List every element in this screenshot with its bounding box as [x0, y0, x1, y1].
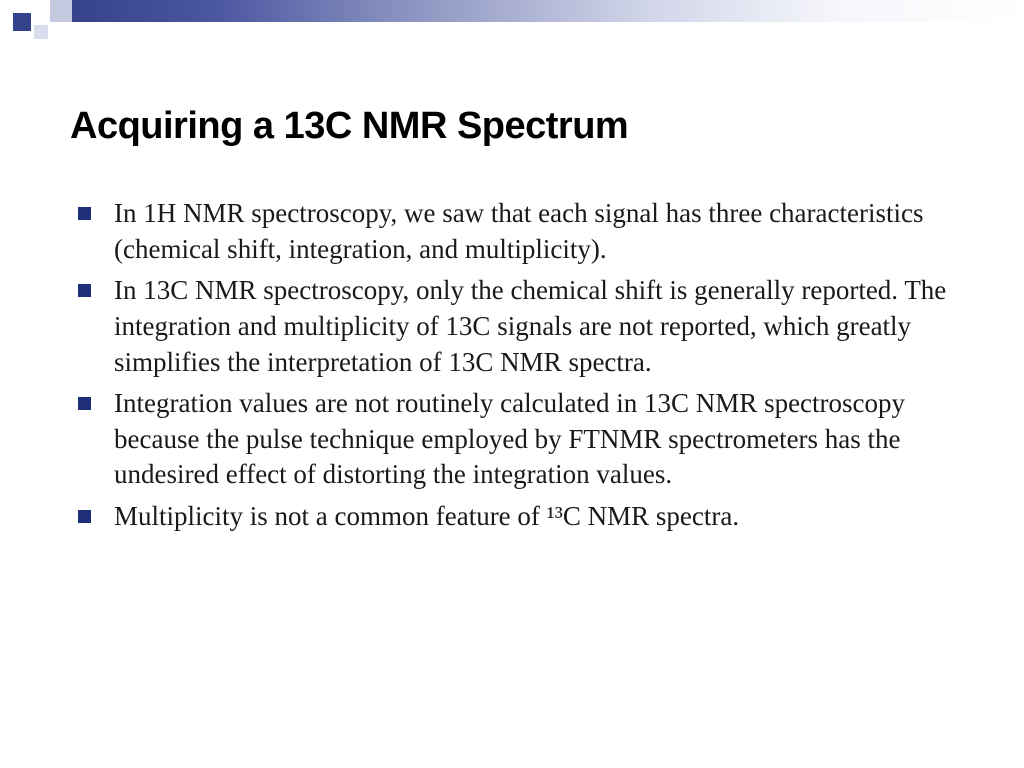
bullet-item: In 13C NMR spectroscopy, only the chemic…	[78, 273, 960, 380]
header-gradient-bar	[72, 0, 1024, 22]
bullet-item: Multiplicity is not a common feature of …	[78, 499, 960, 535]
bullet-item: Integration values are not routinely cal…	[78, 386, 960, 493]
bullet-list: In 1H NMR spectroscopy, we saw that each…	[70, 196, 960, 535]
slide-title: Acquiring a 13C NMR Spectrum	[70, 105, 960, 148]
corner-square-dark	[13, 13, 31, 31]
header-decoration	[0, 0, 1024, 50]
corner-square-light	[50, 0, 72, 22]
corner-square-pale	[34, 25, 48, 39]
slide-content: Acquiring a 13C NMR Spectrum In 1H NMR s…	[70, 105, 960, 541]
bullet-item: In 1H NMR spectroscopy, we saw that each…	[78, 196, 960, 267]
